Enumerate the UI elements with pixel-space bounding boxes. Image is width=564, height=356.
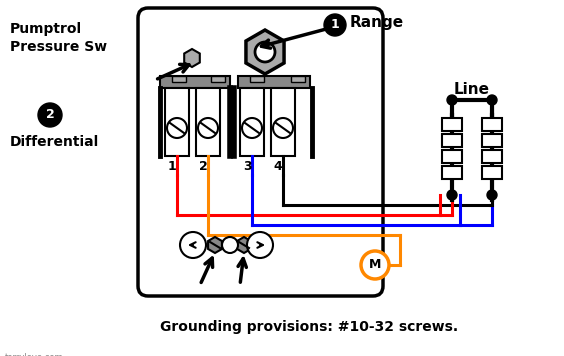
Circle shape bbox=[242, 118, 262, 138]
Text: 4: 4 bbox=[274, 160, 283, 173]
Bar bbox=[482, 134, 502, 147]
Text: 2: 2 bbox=[46, 109, 54, 121]
Bar bbox=[165, 88, 189, 156]
Bar bbox=[482, 166, 502, 179]
Circle shape bbox=[487, 95, 497, 105]
Polygon shape bbox=[208, 237, 222, 253]
Text: Range: Range bbox=[350, 16, 404, 31]
Circle shape bbox=[255, 42, 275, 62]
Polygon shape bbox=[184, 49, 200, 67]
Bar bbox=[291, 76, 305, 82]
Circle shape bbox=[38, 103, 62, 127]
Text: 1: 1 bbox=[168, 160, 177, 173]
Circle shape bbox=[361, 251, 389, 279]
Bar bbox=[442, 118, 462, 131]
Bar bbox=[271, 88, 295, 156]
Circle shape bbox=[167, 118, 187, 138]
Bar bbox=[160, 76, 230, 88]
Circle shape bbox=[487, 190, 497, 200]
Bar bbox=[196, 88, 220, 156]
Bar bbox=[442, 166, 462, 179]
Bar bbox=[238, 76, 310, 88]
Text: 3: 3 bbox=[243, 160, 252, 173]
Text: Pumptrol
Pressure Sw: Pumptrol Pressure Sw bbox=[10, 22, 107, 54]
Polygon shape bbox=[246, 30, 284, 74]
Text: 2: 2 bbox=[199, 160, 208, 173]
Text: Grounding provisions: #10-32 screws.: Grounding provisions: #10-32 screws. bbox=[160, 320, 458, 334]
Bar bbox=[442, 150, 462, 163]
Bar bbox=[482, 118, 502, 131]
Circle shape bbox=[447, 190, 457, 200]
Bar bbox=[240, 88, 264, 156]
Circle shape bbox=[273, 118, 293, 138]
Text: M: M bbox=[369, 258, 381, 272]
Bar bbox=[442, 134, 462, 147]
Circle shape bbox=[198, 118, 218, 138]
Text: Line: Line bbox=[454, 82, 490, 97]
FancyBboxPatch shape bbox=[138, 8, 383, 296]
Bar bbox=[482, 150, 502, 163]
Circle shape bbox=[447, 95, 457, 105]
Circle shape bbox=[180, 232, 206, 258]
Polygon shape bbox=[237, 237, 251, 253]
Circle shape bbox=[222, 237, 238, 253]
Circle shape bbox=[247, 232, 273, 258]
Text: terrylove.com: terrylove.com bbox=[5, 353, 64, 356]
Text: 1: 1 bbox=[331, 19, 340, 31]
Bar bbox=[211, 76, 225, 82]
Circle shape bbox=[324, 14, 346, 36]
Text: Differential: Differential bbox=[10, 135, 99, 149]
Bar bbox=[172, 76, 186, 82]
Bar bbox=[250, 76, 264, 82]
